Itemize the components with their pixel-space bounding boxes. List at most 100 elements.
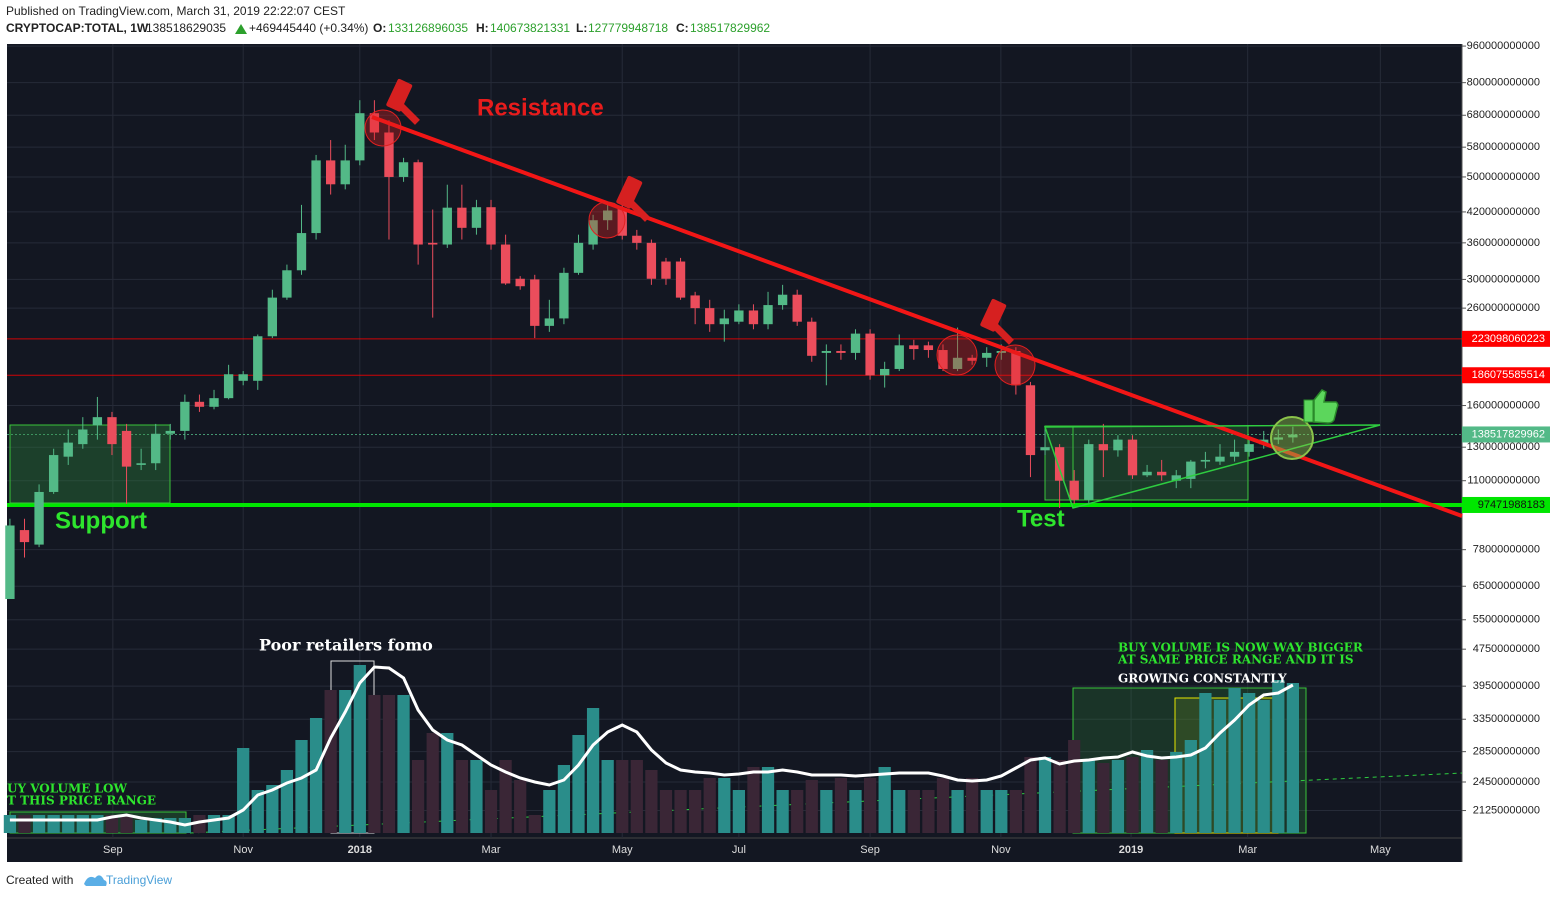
volume-bar (980, 790, 993, 833)
volume-bar (266, 785, 279, 833)
volume-bar (659, 790, 673, 833)
candle-body (325, 160, 336, 185)
candle-body (34, 491, 44, 545)
volume-bar (3, 815, 17, 833)
candle-body (1244, 444, 1254, 452)
y-tick-label: 580000000000 (1467, 141, 1540, 153)
candle-body (107, 417, 117, 445)
volume-bar (863, 778, 877, 833)
candle-body (515, 278, 525, 287)
volume-bar (295, 740, 308, 833)
candle-body (442, 207, 452, 245)
l-label: L: (576, 21, 587, 35)
volume-bar (922, 790, 935, 833)
candle-body (151, 433, 161, 464)
annotation: Support (55, 507, 147, 534)
candle-body (209, 398, 219, 407)
y-tick-label: 500000000000 (1467, 171, 1540, 183)
candle-body (544, 318, 555, 326)
volume-bar (849, 790, 862, 833)
volume-bar (820, 790, 833, 833)
volume-bar (514, 780, 527, 833)
y-tick-label: 300000000000 (1467, 273, 1540, 285)
footer-text: Created with (6, 873, 73, 887)
candle-body (180, 401, 190, 431)
volume-bar (237, 748, 250, 833)
volume-bar (747, 767, 760, 833)
candle-body (1200, 459, 1211, 462)
volume-bar (761, 767, 775, 833)
candle-body (165, 430, 175, 434)
volume-bar (32, 815, 46, 833)
touch-circle (936, 334, 978, 376)
candle-body (865, 333, 875, 376)
trend-drawings (364, 78, 1463, 518)
ohlc-header: CRYPTOCAP:TOTAL, 1W 138518629035 +469445… (6, 21, 770, 35)
candle-body (748, 310, 759, 325)
candle-body (1054, 447, 1065, 481)
volume-bar (936, 778, 950, 833)
candle-body (1229, 451, 1240, 457)
volume-bar (62, 815, 75, 833)
volume-bar (1126, 757, 1139, 833)
level-tag (1462, 367, 1550, 384)
volume-bar (1009, 790, 1023, 833)
volume-bar (776, 790, 789, 833)
candle-body (617, 208, 627, 236)
volume-bar (47, 815, 60, 833)
l-value: 127779948718 (588, 21, 668, 35)
candle-body (92, 417, 103, 426)
candle-body (1084, 444, 1094, 500)
breakout-circle (1270, 416, 1314, 460)
thumbs-up (1303, 389, 1339, 424)
c-value: 138517829962 (690, 21, 770, 35)
candle-body (734, 310, 744, 322)
candle-body (500, 244, 511, 284)
volume-bar (951, 790, 964, 833)
volume-bar (805, 780, 818, 833)
volume-bar (1097, 763, 1110, 833)
candle-body (777, 294, 788, 306)
volume-bar (193, 815, 206, 833)
annotation: Poor retailers fomo (259, 636, 433, 655)
candle-body (530, 279, 540, 326)
volume-bar (616, 760, 629, 833)
candle-body (1273, 437, 1283, 440)
volume-bar (645, 770, 658, 833)
volume-bar (18, 815, 31, 833)
volume-bar (966, 778, 979, 833)
x-tick-label: 2018 (348, 844, 372, 856)
volume-bar (1228, 688, 1241, 833)
level-label: 138517829962 (1472, 428, 1545, 440)
y-tick-label: 680000000000 (1467, 109, 1540, 121)
candle-body (719, 318, 729, 325)
candle-body (238, 374, 248, 381)
volume-bar (412, 760, 425, 833)
x-tick-label: Mar (1238, 844, 1257, 856)
candle-body (1157, 471, 1167, 476)
volume-bar (674, 790, 687, 833)
candle-body (646, 242, 657, 279)
candle-body (982, 352, 992, 358)
support-box (9, 424, 171, 504)
y-tick-label: 28500000000 (1473, 746, 1540, 758)
candle-body (282, 270, 292, 298)
y-tick-label: 130000000000 (1467, 441, 1540, 453)
candle-body (573, 242, 584, 273)
y-tick-label: 24500000000 (1473, 776, 1540, 788)
x-tick-label: Nov (233, 844, 253, 856)
candle-body (602, 210, 613, 221)
volume-bar (1184, 740, 1197, 833)
triangle (1043, 424, 1381, 509)
candle-body (559, 272, 569, 319)
volume-bar (1170, 752, 1183, 833)
candle-body (1288, 434, 1298, 438)
candle-body (63, 442, 73, 457)
candle-body (952, 357, 963, 369)
x-tick-label: Sep (860, 844, 880, 856)
volume-bar (470, 760, 483, 833)
volume-bar (309, 718, 323, 833)
volume-bar (207, 815, 221, 833)
volume-bar (368, 695, 381, 833)
